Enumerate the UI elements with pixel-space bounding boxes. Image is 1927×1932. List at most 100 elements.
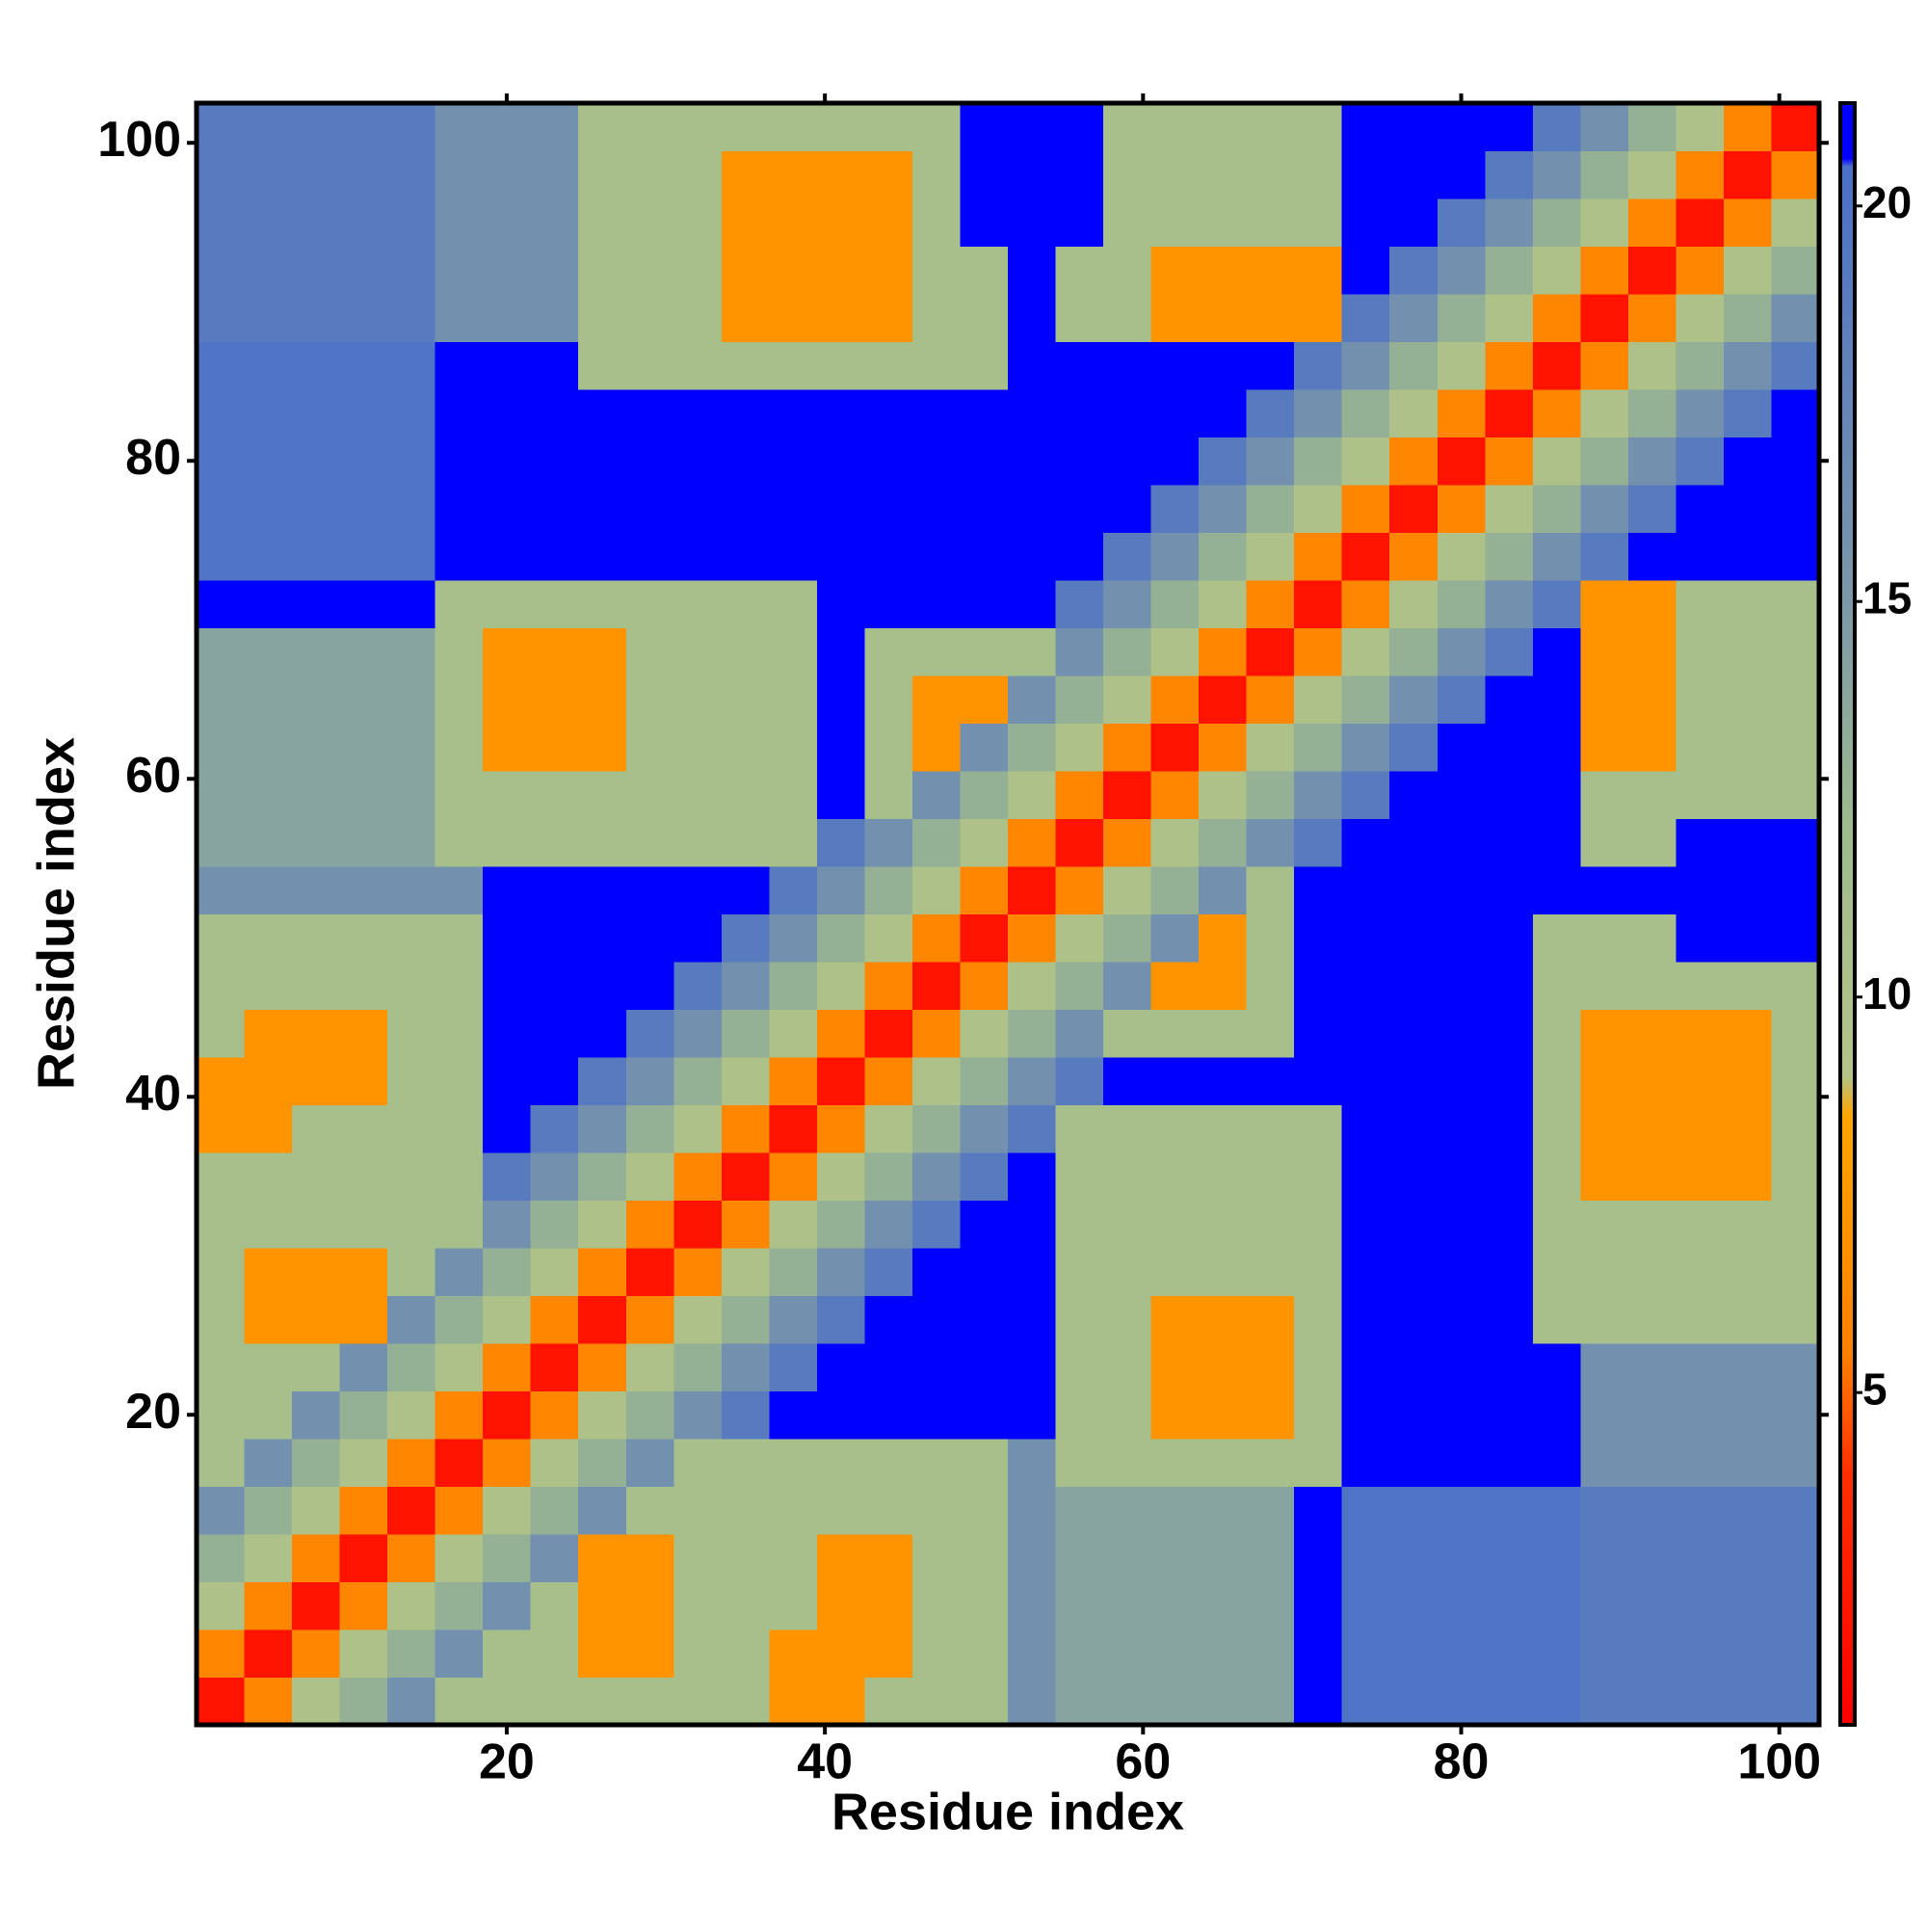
heatmap-cell — [625, 913, 674, 963]
heatmap-cell — [1532, 1152, 1581, 1202]
heatmap-cell — [1627, 913, 1677, 963]
heatmap-cell — [435, 580, 484, 629]
heatmap-cell — [816, 103, 866, 152]
heatmap-cell — [673, 485, 723, 534]
heatmap-cell — [1055, 1486, 1104, 1535]
heatmap-cell — [387, 1677, 436, 1726]
heatmap-cell — [578, 1581, 627, 1630]
heatmap-cell — [1532, 1009, 1581, 1058]
heatmap-cell — [769, 723, 818, 772]
heatmap-cell — [292, 1534, 341, 1583]
heatmap-cell — [769, 580, 818, 629]
heatmap-cell — [1341, 1677, 1390, 1726]
heatmap-cell — [578, 1104, 627, 1153]
heatmap-cell — [1676, 866, 1725, 915]
heatmap-cell — [1580, 485, 1629, 534]
heatmap-cell — [721, 627, 770, 676]
heatmap-cell — [197, 1390, 246, 1440]
heatmap-cell — [435, 771, 484, 820]
heatmap-cell — [483, 1629, 532, 1679]
heatmap-cell — [530, 675, 579, 725]
heatmap-cell — [625, 580, 674, 629]
heatmap-cell — [1008, 675, 1057, 725]
heatmap-cell — [435, 1009, 484, 1058]
heatmap-cell — [1150, 485, 1200, 534]
heatmap-cell — [1580, 723, 1629, 772]
heatmap-cell — [1627, 1677, 1677, 1726]
y-axis-title: Residue index — [27, 737, 85, 1090]
heatmap-cell — [1676, 1295, 1725, 1344]
heatmap-cell — [339, 389, 388, 438]
heatmap-cell — [1485, 818, 1534, 867]
heatmap-cell — [1246, 1152, 1295, 1202]
heatmap-cell — [1008, 198, 1057, 248]
heatmap-cell — [1341, 341, 1390, 390]
heatmap-cell — [816, 389, 866, 438]
heatmap-cell — [960, 866, 1009, 915]
heatmap-cell — [1150, 1200, 1200, 1249]
heatmap-cell — [1627, 1200, 1677, 1249]
heatmap-cell — [625, 1248, 674, 1297]
heatmap-cell — [1389, 1009, 1439, 1058]
heatmap-cell — [1437, 1343, 1486, 1392]
heatmap-cell — [1389, 1248, 1439, 1297]
heatmap-cell — [339, 437, 388, 486]
heatmap-cell — [197, 485, 246, 534]
heatmap-cell — [769, 1486, 818, 1535]
heatmap-cell — [1723, 389, 1773, 438]
heatmap-cell — [435, 1248, 484, 1297]
heatmap-cell — [483, 389, 532, 438]
heatmap-cell — [1341, 627, 1390, 676]
heatmap-cell — [578, 1009, 627, 1058]
heatmap-cell — [244, 1581, 293, 1630]
heatmap-cell — [816, 675, 866, 725]
heatmap-cell — [483, 771, 532, 820]
heatmap-cell — [1389, 866, 1439, 915]
heatmap-cell — [1676, 485, 1725, 534]
heatmap-cell — [387, 1057, 436, 1106]
heatmap-cell — [625, 341, 674, 390]
heatmap-cell — [530, 1677, 579, 1726]
heatmap-cell — [1294, 1057, 1343, 1106]
heatmap-cell — [435, 437, 484, 486]
heatmap-cell — [1150, 198, 1200, 248]
heatmap-cell — [1723, 341, 1773, 390]
heatmap-cell — [960, 532, 1009, 581]
heatmap-cell — [197, 1104, 246, 1153]
heatmap-cell — [197, 1534, 246, 1583]
heatmap-cell — [769, 1152, 818, 1202]
heatmap-cell — [387, 627, 436, 676]
heatmap-cell — [1627, 198, 1677, 248]
heatmap-cell — [1771, 198, 1820, 248]
heatmap-cell — [1389, 1581, 1439, 1630]
heatmap-cell — [1723, 1200, 1773, 1249]
heatmap-cell — [960, 771, 1009, 820]
heatmap-cell — [1485, 294, 1534, 343]
heatmap-cell — [1008, 723, 1057, 772]
heatmap-cell — [1532, 150, 1581, 199]
heatmap-cell — [1723, 866, 1773, 915]
heatmap-cell — [483, 198, 532, 248]
heatmap-cell — [1580, 1152, 1629, 1202]
heatmap-cell — [960, 723, 1009, 772]
heatmap-cell — [292, 1057, 341, 1106]
heatmap-cell — [625, 1439, 674, 1488]
heatmap-cell — [1389, 1439, 1439, 1488]
heatmap-cell — [1532, 1295, 1581, 1344]
heatmap-cell — [530, 246, 579, 295]
heatmap-cell — [1485, 866, 1534, 915]
heatmap-cell — [292, 1439, 341, 1488]
heatmap-cell — [483, 580, 532, 629]
heatmap-cell — [1150, 913, 1200, 963]
heatmap-cell — [1246, 1581, 1295, 1630]
heatmap-cell — [1150, 1677, 1200, 1726]
heatmap-cell — [1055, 150, 1104, 199]
heatmap-cell — [960, 485, 1009, 534]
heatmap-cell — [1294, 1629, 1343, 1679]
heatmap-cell — [673, 1677, 723, 1726]
heatmap-cell — [1532, 198, 1581, 248]
heatmap-cell — [960, 1439, 1009, 1488]
heatmap-cell — [864, 1104, 913, 1153]
heatmap-cell — [1008, 103, 1057, 152]
heatmap-cell — [625, 485, 674, 534]
